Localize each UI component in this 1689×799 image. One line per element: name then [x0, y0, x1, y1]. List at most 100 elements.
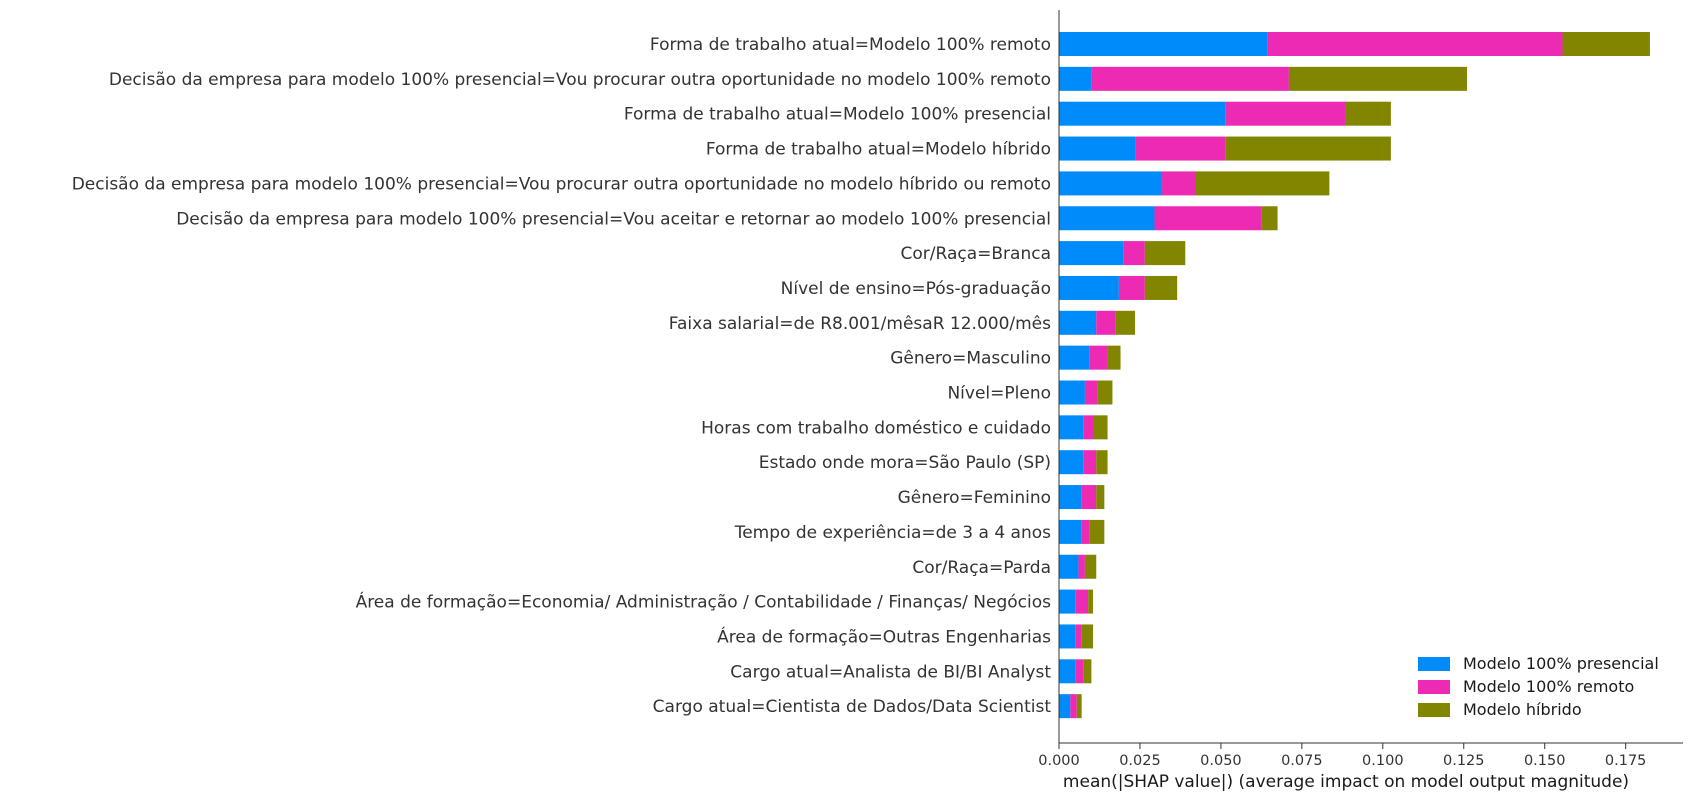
bar-row — [1059, 241, 1186, 266]
y-tick-label: Área de formação=Economia/ Administração… — [356, 591, 1052, 613]
bar-segment-2 — [1267, 32, 1563, 56]
bar-segment-2 — [1084, 380, 1098, 405]
bar-row — [1059, 136, 1391, 161]
y-tick-label: Cargo atual=Cientista de Dados/Data Scie… — [653, 697, 1052, 717]
x-tick-label: 0.100 — [1362, 753, 1404, 769]
x-ticks-group: 0.000 0.025 0.050 0.075 0.100 0.125 0.150 0.175 — [1038, 743, 1646, 769]
bar-segment-2 — [1070, 694, 1077, 719]
y-tick-label: Decisão da empresa para modelo 100% pres… — [176, 209, 1051, 229]
legend-label: Modelo 100% presencial — [1463, 654, 1659, 673]
bars-group — [1059, 32, 1650, 719]
y-tick-label: Faixa salarial=de R8.001/mêsaR 12.000/mê… — [669, 314, 1051, 334]
bar-segment-1 — [1059, 485, 1082, 510]
legend: Modelo 100% presencial Modelo 100% remoto… — [1418, 654, 1659, 719]
bar-segment-1 — [1059, 345, 1090, 370]
bar-segment-1 — [1059, 694, 1071, 719]
y-tick-label: Área de formação=Outras Engenharias — [717, 625, 1051, 647]
bar-segment-2 — [1096, 310, 1116, 335]
x-tick-label: 0.000 — [1038, 753, 1080, 769]
bar-segment-3 — [1562, 32, 1650, 56]
bar-segment-2 — [1075, 589, 1089, 614]
bar-segment-1 — [1059, 101, 1226, 126]
bar-segment-3 — [1084, 554, 1097, 579]
y-labels-group: Forma de trabalho atual=Modelo 100% remo… — [72, 35, 1052, 717]
bar-segment-1 — [1059, 32, 1268, 56]
bar-segment-3 — [1089, 519, 1105, 544]
bar-row — [1059, 519, 1105, 544]
bar-segment-3 — [1076, 694, 1082, 719]
bar-segment-2 — [1075, 659, 1084, 684]
bar-segment-1 — [1059, 415, 1084, 440]
bar-segment-3 — [1081, 624, 1093, 649]
y-tick-label: Forma de trabalho atual=Modelo 100% remo… — [650, 35, 1051, 55]
legend-swatch — [1418, 680, 1450, 694]
bar-row — [1059, 485, 1105, 510]
bar-segment-1 — [1059, 659, 1076, 684]
bar-row — [1059, 415, 1108, 440]
bar-segment-1 — [1059, 275, 1119, 300]
bar-segment-1 — [1059, 554, 1079, 579]
bar-segment-1 — [1059, 241, 1124, 266]
x-axis-label: mean(|SHAP value|) (average impact on mo… — [1063, 772, 1629, 792]
bar-segment-2 — [1154, 206, 1262, 231]
bar-segment-2 — [1081, 485, 1097, 510]
legend-label: Modelo híbrido — [1463, 700, 1582, 719]
bar-segment-3 — [1115, 310, 1136, 335]
x-tick-label: 0.025 — [1119, 753, 1161, 769]
bar-row — [1059, 171, 1330, 196]
bar-row — [1059, 659, 1092, 684]
bar-segment-1 — [1059, 624, 1076, 649]
bar-segment-3 — [1225, 136, 1391, 161]
bar-segment-2 — [1225, 101, 1346, 126]
bar-segment-2 — [1123, 241, 1145, 266]
legend-swatch — [1418, 657, 1450, 671]
y-tick-label: Horas com trabalho doméstico e cuidado — [701, 418, 1051, 438]
bar-segment-2 — [1118, 275, 1145, 300]
bar-segment-3 — [1096, 450, 1108, 475]
bar-segment-3 — [1096, 485, 1105, 510]
legend-label: Modelo 100% remoto — [1463, 677, 1634, 696]
legend-item: Modelo híbrido — [1418, 700, 1582, 719]
y-tick-label: Tempo de experiência=de 3 a 4 anos — [734, 523, 1051, 543]
bar-segment-3 — [1288, 66, 1467, 91]
y-tick-label: Nível de ensino=Pós-graduação — [781, 279, 1051, 299]
bar-segment-3 — [1088, 589, 1093, 614]
bar-segment-2 — [1135, 136, 1226, 161]
bar-row — [1059, 624, 1093, 649]
bar-segment-2 — [1081, 519, 1090, 544]
bar-segment-3 — [1097, 380, 1113, 405]
bar-segment-2 — [1075, 624, 1082, 649]
bar-segment-2 — [1078, 554, 1085, 579]
bar-segment-1 — [1059, 519, 1082, 544]
x-tick-label: 0.050 — [1200, 753, 1242, 769]
legend-item: Modelo 100% remoto — [1418, 677, 1634, 696]
bar-segment-2 — [1160, 171, 1195, 196]
bar-segment-3 — [1144, 275, 1178, 300]
y-tick-label: Cor/Raça=Parda — [912, 558, 1051, 578]
bar-row — [1059, 694, 1082, 719]
bar-segment-2 — [1083, 415, 1093, 440]
bar-segment-3 — [1144, 241, 1186, 266]
y-tick-label: Forma de trabalho atual=Modelo 100% pres… — [624, 105, 1051, 125]
bar-row — [1059, 275, 1178, 300]
y-tick-label: Gênero=Masculino — [890, 349, 1051, 369]
bar-row — [1059, 66, 1467, 91]
bar-segment-1 — [1059, 450, 1084, 475]
bar-row — [1059, 450, 1108, 475]
bar-segment-1 — [1059, 589, 1076, 614]
bar-segment-3 — [1345, 101, 1391, 126]
bar-row — [1059, 32, 1650, 56]
bar-row — [1059, 345, 1121, 370]
bar-segment-2 — [1091, 66, 1289, 91]
bar-segment-3 — [1092, 415, 1108, 440]
y-tick-label: Gênero=Feminino — [898, 488, 1051, 508]
bar-segment-3 — [1107, 345, 1121, 370]
legend-swatch — [1418, 703, 1450, 717]
y-tick-label: Cargo atual=Analista de BI/BI Analyst — [730, 662, 1051, 682]
legend-item: Modelo 100% presencial — [1418, 654, 1659, 673]
bar-segment-1 — [1059, 206, 1155, 231]
bar-segment-1 — [1059, 66, 1092, 91]
x-tick-label: 0.125 — [1443, 753, 1485, 769]
y-tick-label: Decisão da empresa para modelo 100% pres… — [72, 174, 1051, 194]
